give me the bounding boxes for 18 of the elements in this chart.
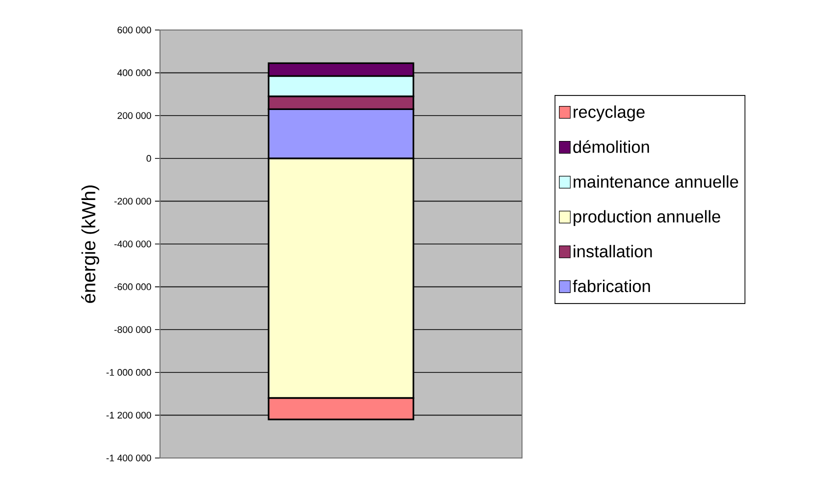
legend-label: recyclage: [574, 105, 645, 122]
y-tick-label: -1 400 000: [106, 454, 152, 462]
y-tick-label: -600 000: [114, 283, 152, 290]
y-tick-label: -1 000 000: [106, 369, 152, 376]
y-tick-label: 400 000: [117, 69, 152, 76]
y-tick-label: -400 000: [114, 240, 152, 248]
y-tick-label: -1 200 000: [106, 412, 152, 419]
y-axis-title: énergie (kWh): [81, 186, 100, 303]
legend-label: installation: [574, 244, 652, 258]
legend-label: fabrication: [572, 280, 650, 292]
y-tick-label: 200 000: [118, 112, 152, 119]
y-tick-label: 0: [146, 155, 152, 162]
legend-label: maintenance annuelle: [574, 175, 738, 188]
y-tick-label: 600 000: [118, 26, 152, 34]
y-tick-label: -200 000: [114, 198, 152, 205]
legend-label: production annuelle: [574, 210, 720, 226]
y-tick-label: -800 000: [114, 326, 152, 333]
legend-label: démolition: [573, 140, 649, 153]
